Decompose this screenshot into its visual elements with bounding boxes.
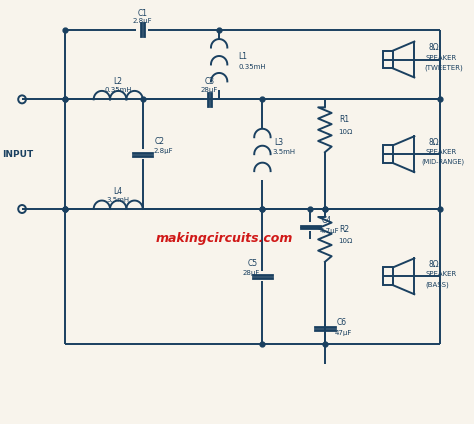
Text: 28μF: 28μF — [201, 87, 218, 93]
Text: C5: C5 — [247, 259, 257, 268]
Text: 0.35mH: 0.35mH — [238, 64, 266, 70]
Text: L1: L1 — [238, 52, 247, 61]
Text: 3.5mH: 3.5mH — [107, 197, 130, 203]
Text: (TWEETER): (TWEETER) — [424, 64, 463, 71]
Text: L4: L4 — [114, 187, 123, 195]
Text: makingcircuits.com: makingcircuits.com — [155, 232, 292, 245]
Text: C4: C4 — [322, 217, 332, 226]
Text: L3: L3 — [274, 138, 283, 147]
Text: R1: R1 — [339, 115, 349, 124]
Text: 8Ω: 8Ω — [429, 43, 439, 52]
Text: 3.5mH: 3.5mH — [272, 149, 295, 155]
Text: 0.35mH: 0.35mH — [104, 87, 132, 93]
Text: R2: R2 — [339, 225, 349, 234]
Text: 4.7μF: 4.7μF — [320, 228, 340, 234]
Text: C2: C2 — [154, 137, 164, 146]
Text: 28μF: 28μF — [242, 270, 260, 276]
Text: SPEAKER: SPEAKER — [426, 55, 457, 61]
Text: C1: C1 — [137, 9, 147, 18]
Text: 2.8μF: 2.8μF — [153, 148, 173, 154]
Text: SPEAKER: SPEAKER — [426, 149, 457, 155]
Text: 2.8μF: 2.8μF — [132, 18, 152, 24]
Text: INPUT: INPUT — [1, 150, 33, 159]
Text: (MID-RANGE): (MID-RANGE) — [421, 159, 464, 165]
Text: 10Ω: 10Ω — [338, 238, 353, 244]
Text: L2: L2 — [114, 77, 123, 86]
Text: SPEAKER: SPEAKER — [426, 271, 457, 277]
Text: 8Ω: 8Ω — [429, 138, 439, 147]
Text: C3: C3 — [204, 77, 215, 86]
Text: 8Ω: 8Ω — [429, 260, 439, 269]
Text: C6: C6 — [337, 318, 346, 327]
Text: (BASS): (BASS) — [426, 281, 450, 287]
Text: 47μF: 47μF — [335, 329, 352, 336]
Text: 10Ω: 10Ω — [338, 129, 353, 135]
